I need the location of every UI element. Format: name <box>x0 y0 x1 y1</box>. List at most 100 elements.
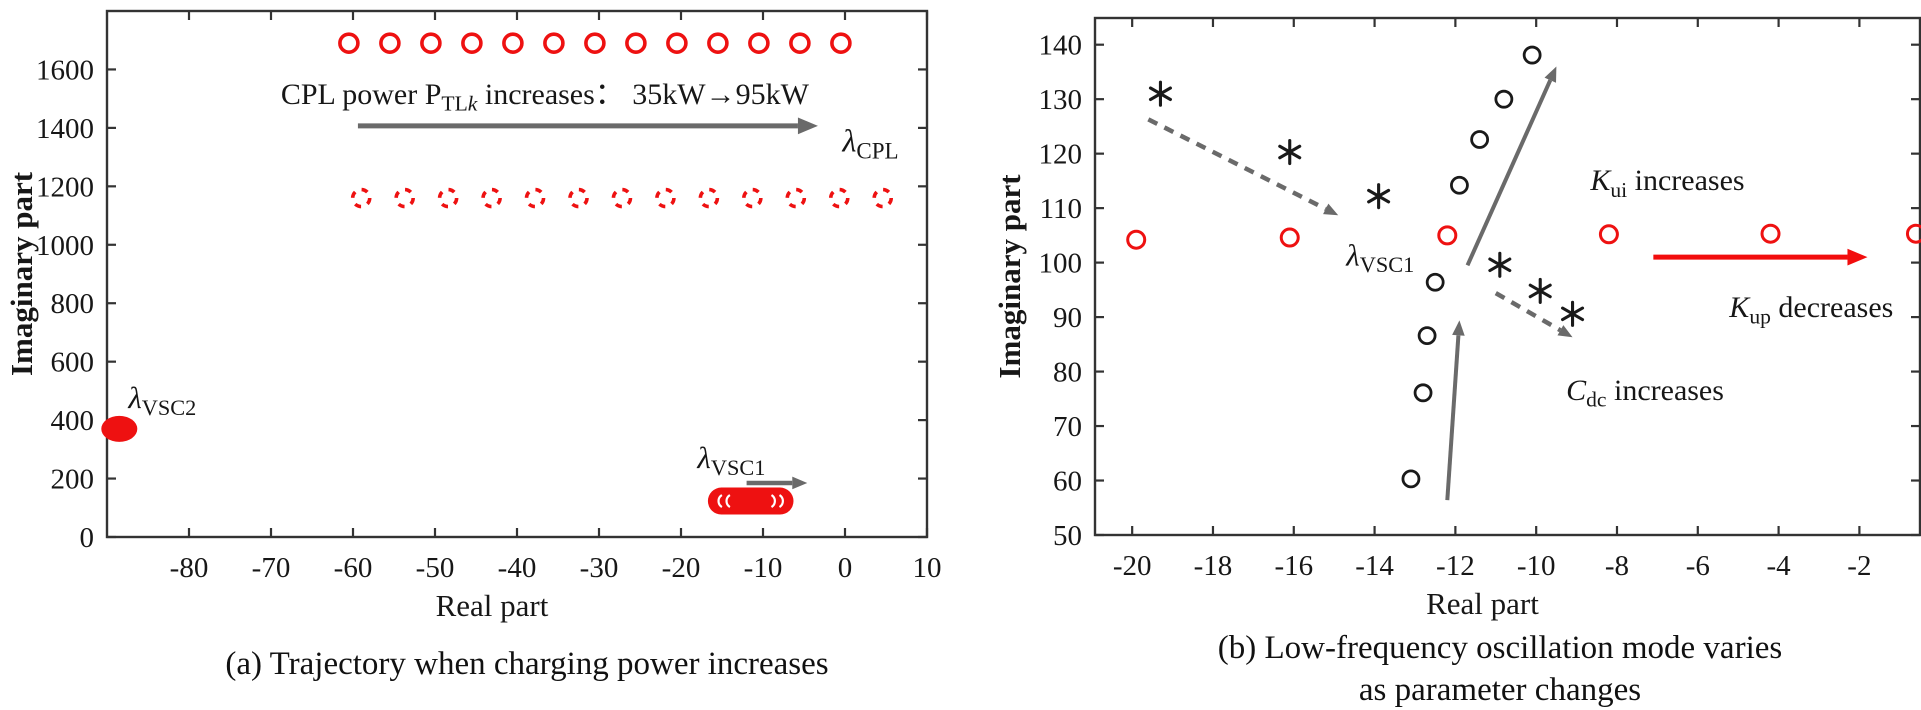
marker <box>1522 45 1542 65</box>
marker <box>1278 144 1302 160</box>
marker <box>1760 223 1781 244</box>
marker <box>338 32 360 54</box>
marker <box>1470 130 1490 149</box>
marker <box>568 187 589 209</box>
y-tick-label: 800 <box>51 288 95 320</box>
marker <box>1148 86 1172 102</box>
annotation-kui-increases-text: Kui increases <box>1589 164 1744 202</box>
x-tick-label: -16 <box>1274 550 1313 582</box>
y-tick-label: 400 <box>51 405 95 437</box>
marker <box>1528 283 1552 299</box>
annotation-cpl-power-text: CPL power PTLk increases： 35kW→95kW <box>281 78 810 116</box>
y-tick-label: 140 <box>1039 30 1083 62</box>
eigenvalue-cluster <box>707 487 794 515</box>
caption-panel-b-line1: (b) Low-frequency oscillation mode varie… <box>1217 630 1783 666</box>
y-tick-label: 120 <box>1039 139 1083 171</box>
panel-a: -80 -70 -60 -50 -40 -30 -20 -10 0 100200400600800… <box>4 9 942 623</box>
x-tick-label: -12 <box>1436 550 1475 582</box>
series-cdc-asterisks <box>1148 80 1585 327</box>
marker <box>828 187 850 209</box>
marker <box>394 187 415 209</box>
y-tick-label: 110 <box>1040 193 1082 225</box>
x-tick-label: -10 <box>1517 550 1556 582</box>
y-tick-label: 50 <box>1053 520 1082 552</box>
series-lambda-vsc2-cluster <box>101 415 138 442</box>
marker <box>461 32 483 54</box>
y-tick-label: 100 <box>1039 248 1083 280</box>
x-tick-label: -70 <box>252 552 291 584</box>
x-tick-label: -2 <box>1847 550 1871 582</box>
y-axis-label: Imaginary part <box>992 174 1027 379</box>
marker <box>1494 89 1514 109</box>
cluster-highlight <box>725 494 731 508</box>
marker <box>666 32 688 54</box>
y-tick-label: 600 <box>51 347 95 379</box>
marker <box>524 187 546 209</box>
y-tick-label: 90 <box>1053 302 1082 334</box>
series-lambda-cpl-upper <box>338 32 852 54</box>
tick-labels: -20 -18 -16 -14 -12 -10 -8 -6 -4 -2 50 60 70 80 90 100 1… <box>1039 30 1872 582</box>
marker <box>437 187 459 209</box>
arrow-kup-red-arrow <box>1653 248 1868 266</box>
marker <box>543 32 565 54</box>
x-axis-label: Real part <box>1426 586 1539 621</box>
annotation-cdc-increases-text: Cdc increases <box>1566 374 1724 412</box>
y-tick-label: 70 <box>1053 411 1082 443</box>
x-tick-label: -60 <box>334 552 373 584</box>
y-tick-label: 60 <box>1053 466 1082 498</box>
marker <box>698 187 720 209</box>
y-tick-label: 0 <box>80 522 95 554</box>
marker <box>872 187 894 209</box>
x-tick-label: 0 <box>838 552 853 584</box>
x-tick-label: -18 <box>1194 550 1233 582</box>
eigenvalue-cluster <box>101 415 138 442</box>
y-axis-label: Imaginary part <box>4 171 39 376</box>
annotation-lambda-vsc2-label: λVSC2 <box>127 380 196 420</box>
y-tick-label: 1600 <box>36 54 94 86</box>
series-kui-black-circles <box>1401 45 1542 489</box>
x-tick-label: -20 <box>662 552 701 584</box>
arrow-kui-arrow <box>1465 66 1557 267</box>
cluster-highlight <box>717 494 723 508</box>
x-tick-label: -10 <box>744 552 783 584</box>
y-tick-label: 200 <box>51 464 95 496</box>
marker <box>1488 257 1512 273</box>
marker <box>481 187 502 209</box>
plot-frame <box>1093 16 1921 537</box>
annotation-lambda-vsc1-label-b: λVSC1 <box>1345 237 1414 277</box>
marker <box>502 32 524 54</box>
marker <box>1279 227 1300 248</box>
marker <box>789 32 811 54</box>
series-kup-red-circles <box>1126 223 1921 250</box>
x-tick-label: -20 <box>1113 550 1152 582</box>
marker <box>1450 175 1469 195</box>
marker <box>1413 383 1433 403</box>
x-tick-label: -40 <box>498 552 537 584</box>
marker <box>1437 225 1458 246</box>
marker <box>611 187 633 209</box>
marker <box>1367 188 1391 204</box>
marker <box>1126 229 1147 250</box>
series-lambda-cpl-lower <box>350 187 894 209</box>
marker <box>584 32 606 54</box>
x-tick-label: -50 <box>416 552 455 584</box>
marker <box>742 187 763 209</box>
x-tick-label: -30 <box>580 552 619 584</box>
marker <box>1905 223 1921 244</box>
cluster-highlight <box>778 494 784 508</box>
caption-panel-b-line2: as parameter changes <box>1358 672 1642 708</box>
marker <box>785 187 807 209</box>
annotation-kup-decreases-text: Kup decreases <box>1728 291 1893 329</box>
arrow-cdc-dashed-arrow-right <box>1494 291 1573 338</box>
x-tick-label: -14 <box>1355 550 1394 582</box>
panel-b: -20 -18 -16 -14 -12 -10 -8 -6 -4 -2 50 60 70 80 90 100 1… <box>992 16 1921 621</box>
series-lambda-vsc1-cluster <box>707 487 794 515</box>
x-tick-label: 10 <box>913 552 942 584</box>
arrow-cdc-dashed-arrow-left <box>1147 117 1339 216</box>
arrow-cpl-sweep-arrow <box>357 117 818 135</box>
marker <box>350 187 372 209</box>
cluster-highlight <box>770 494 776 508</box>
y-tick-label: 1400 <box>36 113 94 145</box>
marker <box>379 32 401 54</box>
